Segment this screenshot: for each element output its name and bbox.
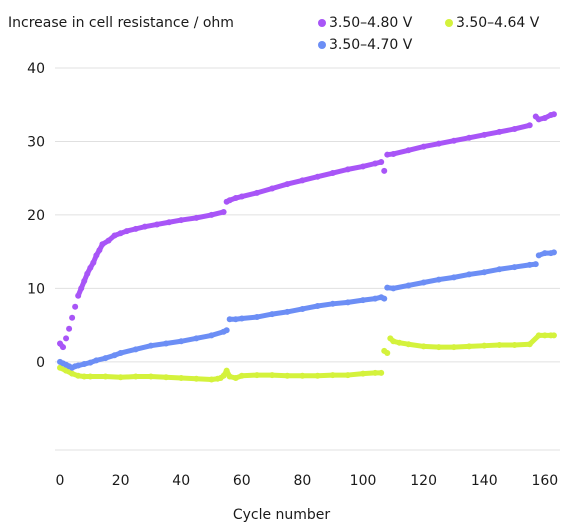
legend-label-series-1: 3.50–4.80 V	[329, 15, 413, 31]
data-points	[57, 111, 557, 383]
legend-dot-series-1	[318, 19, 326, 27]
series-2-point	[378, 369, 385, 376]
series-3-point	[532, 261, 539, 268]
legend-dot-series-3	[318, 41, 326, 49]
series-3-point	[223, 327, 230, 334]
x-tick-label: 160	[531, 473, 558, 489]
series-1-point	[60, 344, 67, 351]
x-tick-label: 60	[233, 473, 251, 489]
series-2-point	[550, 332, 557, 339]
x-tick-label: 140	[471, 473, 498, 489]
x-tick-label: 0	[56, 473, 65, 489]
series-1-point	[66, 325, 73, 332]
y-tick-label: 30	[27, 134, 45, 150]
y-tick-label: 10	[27, 281, 45, 297]
series-1-point	[69, 314, 76, 321]
legend-item-series-2: 3.50–4.64 V	[445, 15, 539, 31]
series-2	[57, 332, 557, 383]
series-1-point	[526, 122, 533, 129]
y-tick-label: 20	[27, 208, 45, 224]
x-tick-label: 120	[410, 473, 437, 489]
x-tick-label: 80	[294, 473, 312, 489]
legend-dot-series-2	[445, 19, 453, 27]
y-axis-label: Increase in cell resistance / ohm	[8, 15, 234, 31]
y-tick-labels: 0 10 20 30 40	[27, 61, 45, 371]
x-tick-label: 100	[350, 473, 377, 489]
series-1-point	[381, 167, 388, 174]
series-1-point	[63, 335, 70, 342]
series-3-point	[550, 249, 557, 256]
series-3	[57, 249, 557, 371]
y-tick-label: 0	[36, 355, 45, 371]
legend-item-series-1: 3.50–4.80 V	[318, 15, 412, 31]
x-tick-label: 40	[172, 473, 190, 489]
legend-label-series-2: 3.50–4.64 V	[456, 15, 540, 31]
x-axis-label: Cycle number	[232, 507, 331, 523]
series-1-point	[72, 303, 79, 310]
legend-item-series-3: 3.50–4.70 V	[318, 37, 412, 53]
legend-label-series-3: 3.50–4.70 V	[329, 37, 413, 53]
series-2-point	[384, 350, 391, 357]
x-tick-label: 20	[112, 473, 130, 489]
series-3-point	[381, 295, 388, 302]
x-tick-labels: 0 20 40 60 80 100 120 140 160	[56, 473, 559, 489]
y-tick-label: 40	[27, 61, 45, 77]
series-1-point	[378, 159, 385, 166]
series-1-point	[550, 111, 557, 118]
gridlines	[55, 67, 560, 451]
series-1-point	[220, 208, 227, 215]
series-1	[57, 111, 557, 351]
